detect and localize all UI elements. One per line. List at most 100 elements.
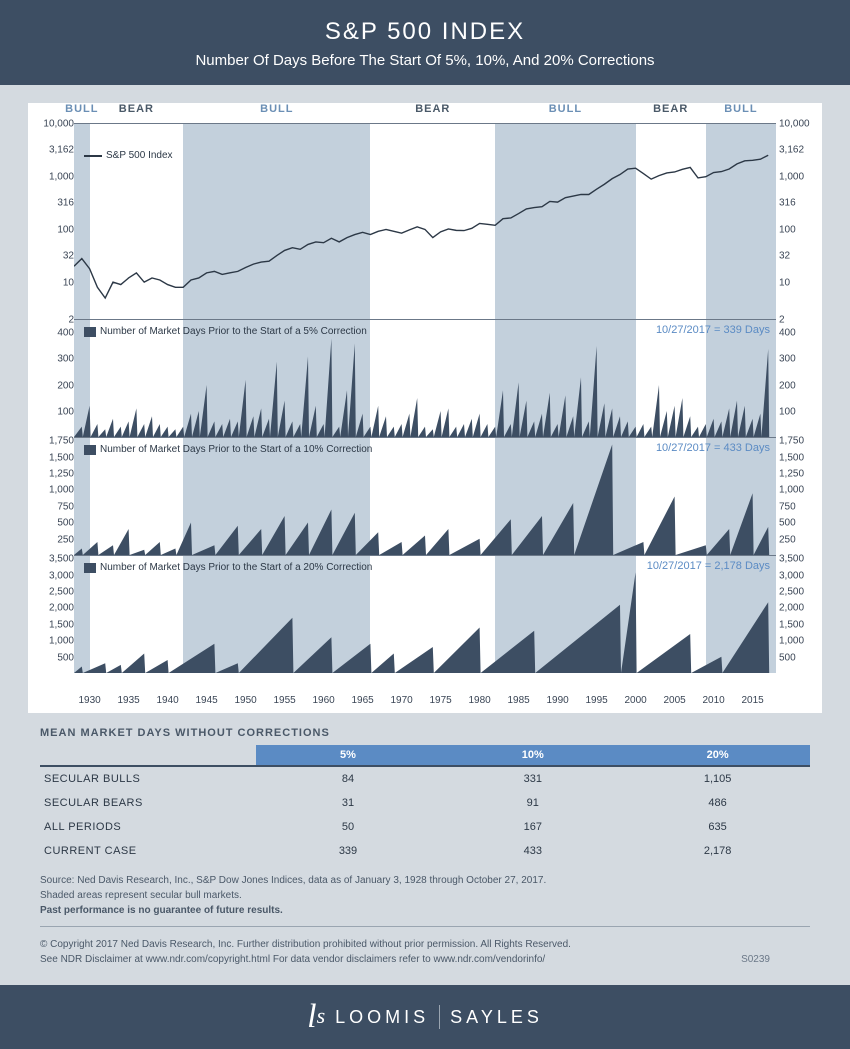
brand-name-2: SAYLES <box>450 1007 543 1028</box>
panel-legend: S&P 500 Index <box>84 150 173 161</box>
table-cell: SECULAR BULLS <box>40 766 256 791</box>
table-cell: ALL PERIODS <box>40 815 256 839</box>
y-tick: 300 <box>32 354 74 365</box>
table-cell: 433 <box>440 839 625 863</box>
y-tick: 2,500 <box>32 587 74 598</box>
copyright-footnote: © Copyright 2017 Ned Davis Research, Inc… <box>40 937 810 967</box>
table-cell: 1,105 <box>625 766 810 791</box>
y-tick: 3,162 <box>779 145 821 156</box>
y-tick: 1,250 <box>32 469 74 480</box>
y-tick: 100 <box>779 406 821 417</box>
chart-panel-p1: 210321003161,0003,16210,000210321003161,… <box>74 123 776 319</box>
table-col-header: 5% <box>256 745 441 766</box>
y-tick: 200 <box>779 380 821 391</box>
y-tick: 1,750 <box>779 436 821 447</box>
table-cell: 486 <box>625 791 810 815</box>
table-header-row: 5%10%20% <box>40 745 810 766</box>
x-tick: 1945 <box>195 695 217 706</box>
y-tick: 100 <box>32 406 74 417</box>
x-tick: 1935 <box>117 695 139 706</box>
y-ticks-left: 100200300400 <box>32 320 74 438</box>
panel-annotation: 10/27/2017 = 339 Days <box>656 324 770 336</box>
legend-text: Number of Market Days Prior to the Start… <box>100 562 372 573</box>
x-tick: 1950 <box>234 695 256 706</box>
table-row: SECULAR BEARS3191486 <box>40 791 810 815</box>
panel-annotation: 10/27/2017 = 433 Days <box>656 442 770 454</box>
x-tick: 1955 <box>273 695 295 706</box>
y-ticks-left: 5001,0001,5002,0002,5003,0003,500 <box>32 556 74 674</box>
table-title: MEAN MARKET DAYS WITHOUT CORRECTIONS <box>40 727 810 739</box>
market-phase-label: BULL <box>65 103 98 115</box>
table-row: SECULAR BULLS843311,105 <box>40 766 810 791</box>
market-phase-label: BULL <box>549 103 582 115</box>
bull-bear-labels: BULLBEARBULLBEARBULLBEARBULL <box>74 103 776 121</box>
table-col-header: 20% <box>625 745 810 766</box>
table-col-header <box>40 745 256 766</box>
footnote-source: Source: Ned Davis Research, Inc., S&P Do… <box>40 873 810 888</box>
y-tick: 100 <box>32 224 74 235</box>
y-tick: 1,500 <box>32 619 74 630</box>
y-tick: 10,000 <box>779 119 821 130</box>
y-tick: 400 <box>779 328 821 339</box>
y-tick: 250 <box>32 534 74 545</box>
copyright-line2: See NDR Disclaimer at www.ndr.com/copyri… <box>40 952 810 967</box>
table-cell: 331 <box>440 766 625 791</box>
y-tick: 100 <box>779 224 821 235</box>
brand-footer: ls LOOMIS SAYLES <box>0 985 850 1049</box>
table-col-header: 10% <box>440 745 625 766</box>
y-tick: 500 <box>779 652 821 663</box>
y-tick: 1,500 <box>779 619 821 630</box>
page-header: S&P 500 INDEX Number Of Days Before The … <box>0 0 850 85</box>
table-cell: CURRENT CASE <box>40 839 256 863</box>
panel-legend: Number of Market Days Prior to the Start… <box>84 326 367 337</box>
y-tick: 2,500 <box>779 587 821 598</box>
market-phase-label: BEAR <box>653 103 688 115</box>
x-tick: 2010 <box>702 695 724 706</box>
chart-area: BULLBEARBULLBEARBULLBEARBULL 21032100316… <box>28 103 822 713</box>
x-axis-ticks: 1930193519401945195019551960196519701975… <box>74 695 776 711</box>
legend-text: S&P 500 Index <box>106 150 173 161</box>
x-tick: 1995 <box>585 695 607 706</box>
y-tick: 3,162 <box>32 145 74 156</box>
page-root: S&P 500 INDEX Number Of Days Before The … <box>0 0 850 1049</box>
page-subtitle: Number Of Days Before The Start Of 5%, 1… <box>0 52 850 69</box>
panel-annotation: 10/27/2017 = 2,178 Days <box>647 560 770 572</box>
table-cell: SECULAR BEARS <box>40 791 256 815</box>
y-tick: 10,000 <box>32 119 74 130</box>
panel-legend: Number of Market Days Prior to the Start… <box>84 562 372 573</box>
x-tick: 1980 <box>468 695 490 706</box>
y-tick: 3,500 <box>32 554 74 565</box>
table-cell: 2,178 <box>625 839 810 863</box>
y-tick: 1,500 <box>32 452 74 463</box>
y-ticks-right: 5001,0001,5002,0002,5003,0003,500 <box>776 556 818 674</box>
y-tick: 2,000 <box>779 603 821 614</box>
chart-panel-p2: 100200300400100200300400Number of Market… <box>74 319 776 437</box>
brand-separator <box>439 1005 440 1029</box>
legend-swatch <box>84 445 96 455</box>
y-tick: 32 <box>779 251 821 262</box>
y-tick: 2,000 <box>32 603 74 614</box>
y-ticks-right: 100 200 300 400 <box>776 320 818 438</box>
copyright-line1: © Copyright 2017 Ned Davis Research, Inc… <box>40 937 810 952</box>
y-tick: 3,000 <box>779 570 821 581</box>
x-tick: 1940 <box>156 695 178 706</box>
y-tick: 1,000 <box>32 171 74 182</box>
y-tick: 1,750 <box>32 436 74 447</box>
x-tick: 2005 <box>663 695 685 706</box>
logo-icon: ls <box>307 998 325 1036</box>
y-tick: 1,000 <box>32 636 74 647</box>
y-tick: 1,500 <box>779 452 821 463</box>
y-tick: 750 <box>32 501 74 512</box>
x-tick: 1930 <box>78 695 100 706</box>
doc-code: S0239 <box>741 952 770 967</box>
panel-legend: Number of Market Days Prior to the Start… <box>84 444 372 455</box>
table-cell: 635 <box>625 815 810 839</box>
x-tick: 1985 <box>507 695 529 706</box>
y-tick: 1,000 <box>779 171 821 182</box>
y-tick: 300 <box>779 354 821 365</box>
x-tick: 1970 <box>390 695 412 706</box>
y-tick: 1,000 <box>32 485 74 496</box>
x-tick: 1990 <box>546 695 568 706</box>
chart-panel-p4: 5001,0001,5002,0002,5003,0003,5005001,00… <box>74 555 776 673</box>
table-row: CURRENT CASE3394332,178 <box>40 839 810 863</box>
